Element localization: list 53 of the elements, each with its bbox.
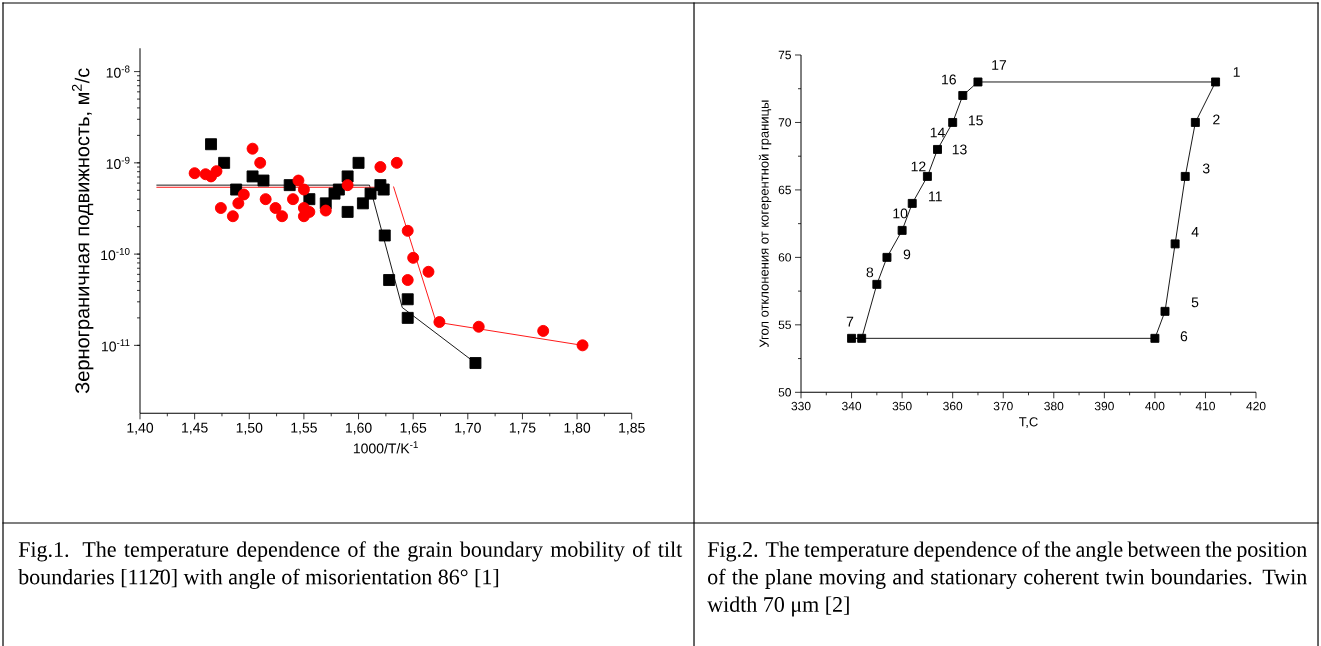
annotation: 17 <box>992 60 1007 70</box>
x-axis-title: T,C <box>1019 417 1038 428</box>
x-tick-label: 370 <box>993 401 1013 411</box>
annotation: 8 <box>866 267 874 278</box>
annotation: 14 <box>930 127 945 138</box>
x-tick-label: 1,85 <box>619 422 645 435</box>
y-tick-label: 10$^{-10}$ <box>101 248 130 261</box>
annotation: 6 <box>1180 331 1188 342</box>
x-tick-label: 340 <box>842 401 862 411</box>
y-axis-title: Угол отклонения от когерентной границы <box>758 100 772 348</box>
x-tick-label: 330 <box>791 401 811 411</box>
y-tick-label: 50 <box>778 388 792 397</box>
x-tick-label: 410 <box>1195 401 1215 411</box>
caption: Fig.1. The temperature dependence of the grain boundary mobility of tilt boundaries [112̄0] with angle of misorientation 86° [1] <box>18 541 683 589</box>
y-tick-label: 75 <box>778 50 791 60</box>
caption: Fig.2. The temperature dependence of the angle between the position of the plane moving and stationary coherent twin boundaries. Twin width 70 μm [2] <box>707 541 1307 617</box>
annotation: 2 <box>1213 114 1220 125</box>
annotation: 9 <box>903 249 911 260</box>
x-axis-title: 1000/T/K$^{-1}$ <box>353 441 418 454</box>
annotation: 7 <box>846 316 854 327</box>
x-tick-label: 350 <box>892 401 912 411</box>
annotation: 11 <box>929 191 942 202</box>
annotation: 4 <box>1191 227 1199 237</box>
y-tick-label: 55 <box>778 320 791 330</box>
x-tick-label: 1,80 <box>564 422 591 435</box>
x-tick-label: 390 <box>1094 401 1114 411</box>
y-tick-label: 65 <box>778 185 791 195</box>
y-tick-label: 60 <box>778 253 792 262</box>
annotation: 15 <box>968 115 983 126</box>
x-tick-label: 1,55 <box>291 422 317 435</box>
x-tick-label: 1,60 <box>345 422 372 435</box>
y-axis-title: Зернограничная подвижность, м$^{2}$/с <box>71 68 94 394</box>
annotation: 3 <box>1202 163 1210 174</box>
y-tick-label: 10$^{-8}$ <box>106 65 130 78</box>
annotation: 12 <box>911 161 926 172</box>
x-tick-label: 1,70 <box>455 422 481 435</box>
x-tick-label: 360 <box>943 401 963 411</box>
x-tick-label: 1,50 <box>236 422 263 435</box>
annotation: 5 <box>1191 297 1199 308</box>
x-tick-label: 420 <box>1246 401 1266 411</box>
y-tick-label: 10$^{-11}$ <box>102 339 130 352</box>
x-tick-label: 1,45 <box>182 422 208 435</box>
y-tick-label: 70 <box>778 118 792 127</box>
x-tick-label: 1,65 <box>400 422 427 435</box>
annotation: 13 <box>952 144 967 155</box>
annotation: 16 <box>942 74 956 85</box>
x-tick-label: 400 <box>1145 401 1165 411</box>
x-tick-label: 380 <box>1044 401 1064 411</box>
annotation: 1 <box>1233 67 1240 77</box>
annotation: 10 <box>893 208 908 219</box>
x-tick-label: 1,75 <box>509 422 536 435</box>
y-tick-label: 10$^{-9}$ <box>106 156 130 169</box>
x-tick-label: 1,40 <box>127 422 154 435</box>
